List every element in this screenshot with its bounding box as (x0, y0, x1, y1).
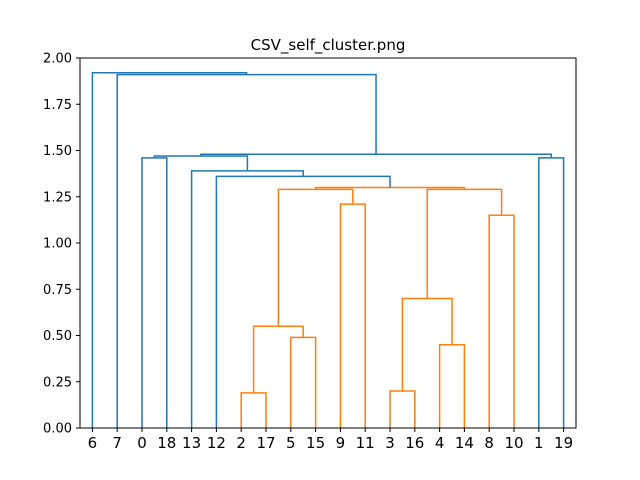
leaf-label: 11 (356, 434, 375, 452)
y-tick-label: 2.00 (43, 52, 72, 67)
x-axis: 6 7 0 18 13 12 2 17 5 15 9 11 3 16 4 14 8 10 1 19 (88, 428, 573, 452)
leaf-label: 1 (534, 434, 544, 452)
dendrogram-link (116, 73, 377, 428)
dendrogram-link (277, 188, 354, 327)
dendrogram-link (389, 390, 416, 428)
dendrogram-link (339, 203, 366, 428)
y-tick-label: 1.25 (43, 190, 72, 205)
leaf-label: 18 (157, 434, 176, 452)
dendrogram-link (538, 157, 565, 428)
leaf-label: 16 (405, 434, 424, 452)
dendrogram-link (153, 155, 249, 171)
leaf-label: 19 (554, 434, 573, 452)
leaf-label: 2 (236, 434, 246, 452)
leaf-label: 10 (504, 434, 523, 452)
y-tick-label: 0.25 (43, 375, 72, 390)
dendrogram-link (141, 157, 168, 428)
y-tick-label: 0.75 (43, 283, 72, 298)
leaf-label: 9 (336, 434, 346, 452)
leaf-label: 15 (306, 434, 325, 452)
y-tick-label: 1.50 (43, 144, 72, 159)
leaf-label: 4 (435, 434, 445, 452)
leaf-label: 14 (455, 434, 474, 452)
y-tick-label: 0.50 (43, 329, 72, 344)
plot-frame (79, 57, 577, 429)
dendrogram-links (91, 72, 565, 428)
y-tick-label: 1.00 (43, 237, 72, 252)
y-tick-label: 1.75 (43, 98, 72, 113)
leaf-label: 8 (484, 434, 494, 452)
dendrogram-link (426, 188, 503, 299)
dendrogram-link (488, 214, 515, 428)
leaf-label: 5 (286, 434, 296, 452)
chart-title: CSV_self_cluster.png (251, 36, 406, 55)
dendrogram-link (252, 325, 304, 393)
dendrogram-link (200, 153, 552, 158)
dendrogram-link (190, 170, 304, 428)
y-tick-label: 0.00 (43, 422, 72, 437)
y-axis: 0.00 0.25 0.50 0.75 1.00 1.25 1.50 1.75 2.00 (43, 52, 80, 437)
leaf-label: 17 (256, 434, 275, 452)
dendrogram-link (240, 392, 267, 428)
leaf-label: 6 (88, 434, 98, 452)
leaf-label: 7 (112, 434, 122, 452)
leaf-label: 0 (137, 434, 147, 452)
dendrogram-link (91, 72, 248, 428)
dendrogram-link (290, 336, 317, 428)
leaf-label: 12 (207, 434, 226, 452)
dendrogram-link (215, 175, 391, 428)
dendrogram-link (438, 344, 466, 428)
leaf-label: 13 (182, 434, 201, 452)
leaf-label: 3 (385, 434, 395, 452)
